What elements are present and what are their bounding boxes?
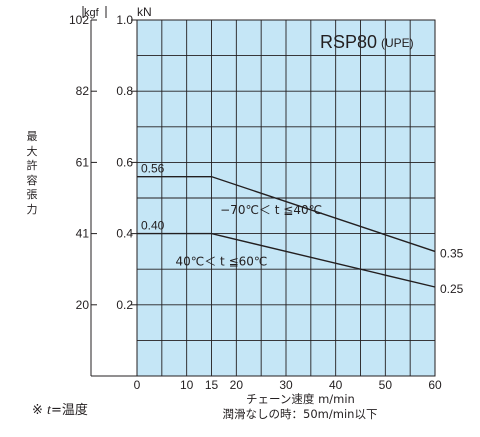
x-axis-label: チェーン速度 m/min — [246, 392, 355, 406]
unit-kn: kN — [137, 5, 152, 19]
y-axis-label-char: 許 — [26, 159, 38, 172]
plot-frame — [136, 19, 436, 377]
kn-tick-label: 1.0 — [116, 13, 133, 27]
footnote-variable: t — [47, 403, 51, 418]
x-tick-label: 10 — [180, 378, 194, 392]
kn-tick-label: 0.4 — [116, 227, 133, 241]
unit-kgf: kgf — [84, 7, 100, 19]
kn-tick-label: 0.6 — [116, 155, 133, 169]
series-start-label: 0.40 — [141, 219, 165, 233]
kgf-tick-label: 41 — [76, 227, 90, 241]
series: 0.56 0.35 0.40 0.25 −70℃＜ t ≦40℃ 40℃＜ t ≦60℃ — [137, 162, 464, 296]
footnote-mark: ※ — [32, 403, 43, 418]
series-name-label: 40℃＜ t ≦60℃ — [175, 255, 267, 269]
y-axis-label: 最大許容張力 — [24, 130, 40, 217]
x-tick-label: 50 — [379, 378, 393, 392]
kgf-tick-label: 82 — [76, 84, 90, 98]
x-tick-label: 0 — [134, 378, 141, 392]
series-line — [137, 175, 436, 253]
kn-tick-label: 0.2 — [116, 298, 133, 312]
y-axis-label-char: 張 — [26, 188, 38, 201]
series-end-label: 0.25 — [440, 282, 464, 296]
y-axis-label-char: 力 — [26, 202, 38, 216]
chart-title-suffix: (UPE) — [381, 36, 414, 50]
footnote-text: =温度 — [50, 403, 88, 418]
x-tick-label: 60 — [428, 378, 442, 392]
x-tick-label: 15 — [205, 378, 219, 392]
chart-title: RSP80 — [320, 32, 377, 52]
axes: 20 41 61 82 102 0.2 0.4 0.6 0.8 1.0 0 10 15 20 30 40 50 6… — [69, 13, 442, 392]
x-tick-label: 40 — [329, 378, 343, 392]
x-axis-note: 潤滑なしの時：50m/min以下 — [222, 407, 378, 421]
series-end-label: 0.35 — [440, 246, 464, 260]
footnote: ※ t=温度 — [32, 399, 88, 419]
series-name-label: −70℃＜ t ≦40℃ — [220, 203, 322, 217]
x-tick-label: 30 — [279, 378, 293, 392]
y-axis-label-char: 大 — [26, 144, 38, 158]
kgf-tick-label: 102 — [69, 13, 89, 27]
kgf-tick-label: 61 — [76, 155, 90, 169]
y-axis-label-char: 最 — [26, 130, 38, 143]
x-tick-label: 20 — [230, 378, 244, 392]
grid — [136, 19, 436, 376]
kn-tick-label: 0.8 — [116, 84, 133, 98]
series-line — [137, 232, 436, 288]
kgf-tick-label: 20 — [76, 298, 90, 312]
y-axis-label-char: 容 — [26, 173, 38, 187]
series-start-label: 0.56 — [141, 162, 165, 176]
